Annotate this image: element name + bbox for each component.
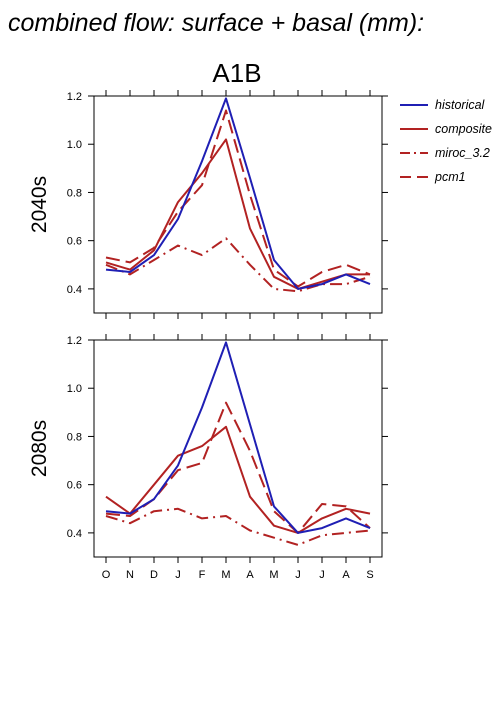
legend-label: pcm1 xyxy=(434,170,466,184)
series-line-composite xyxy=(105,138,370,290)
x-tick-label: N xyxy=(126,569,134,581)
x-tick-label: O xyxy=(102,569,111,581)
x-tick-label: A xyxy=(342,569,350,581)
y-tick-label: 0.6 xyxy=(67,236,82,248)
y-axis-label: 2080s xyxy=(28,420,51,477)
series-line-pcm1 xyxy=(105,109,371,288)
legend-label: historical xyxy=(435,98,486,112)
series-line-composite xyxy=(105,425,371,534)
y-tick-label: 0.4 xyxy=(67,528,82,540)
plot-frame xyxy=(93,339,383,558)
legend-label: miroc_3.2 xyxy=(435,146,490,160)
plot-frame xyxy=(93,95,383,314)
y-tick-label: 0.6 xyxy=(67,480,82,492)
legend: historical composite miroc_3.2 pcm1 xyxy=(400,98,492,184)
panel-2080s: O N D J F M A M J J A S 0.4 0.6 0.8 1.0 1.2 2080s xyxy=(28,334,388,581)
y-tick-label: 1.0 xyxy=(67,139,82,151)
x-tick-label: J xyxy=(175,569,181,581)
series-line-miroc-3-2 xyxy=(105,237,371,293)
x-tick-label: M xyxy=(221,569,230,581)
x-tick-label: F xyxy=(199,569,206,581)
x-tick-label: M xyxy=(269,569,278,581)
page-title: combined flow: surface + basal (mm): xyxy=(8,9,425,37)
y-tick-label: 1.2 xyxy=(67,335,82,347)
x-tick-label: A xyxy=(246,569,254,581)
scenario-title: A1B xyxy=(212,58,261,88)
y-axis-label: 2040s xyxy=(28,176,51,233)
panel-2040s: 0.4 0.6 0.8 1.0 1.2 2040s xyxy=(28,90,388,319)
legend-label: composite xyxy=(435,122,492,136)
x-tick-label: S xyxy=(366,569,373,581)
y-tick-label: 0.8 xyxy=(67,431,82,443)
series-line-miroc-3-2 xyxy=(105,507,371,546)
series-line-pcm1 xyxy=(105,401,371,534)
y-tick-label: 0.8 xyxy=(67,187,82,199)
y-tick-label: 1.0 xyxy=(67,383,82,395)
y-tick-label: 1.2 xyxy=(67,91,82,103)
y-tick-label: 0.4 xyxy=(67,284,82,296)
x-tick-label: D xyxy=(150,569,158,581)
series-line-historical xyxy=(105,97,371,290)
series-line-historical xyxy=(105,341,371,534)
x-tick-label: J xyxy=(295,569,301,581)
x-tick-label: J xyxy=(319,569,325,581)
